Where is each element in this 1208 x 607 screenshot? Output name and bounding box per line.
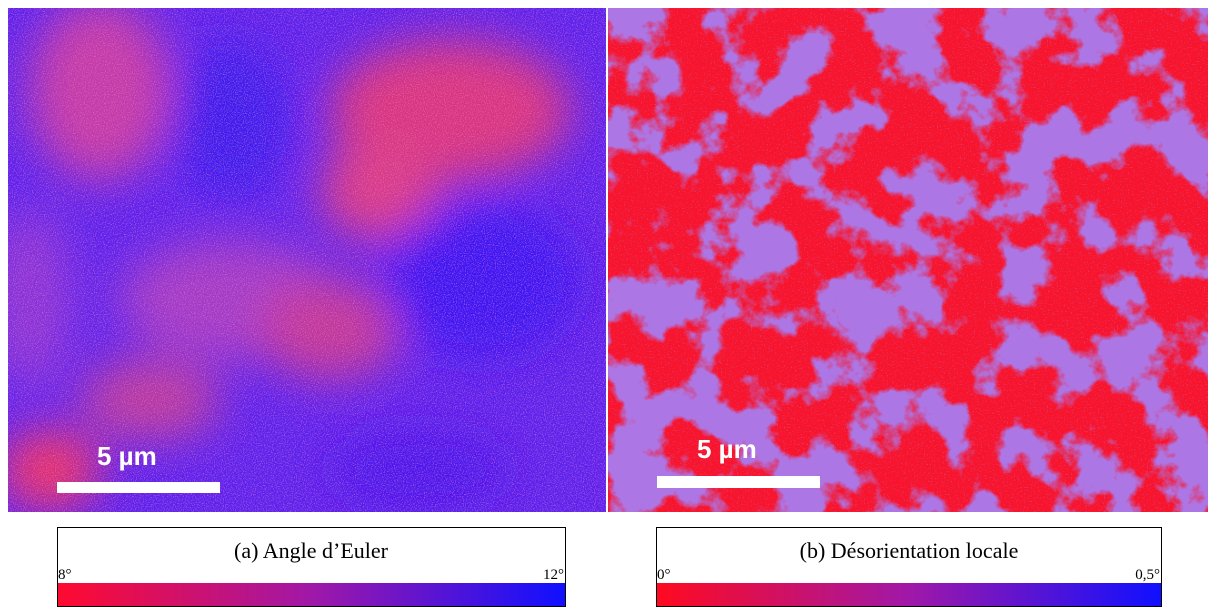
euler-map bbox=[8, 8, 606, 512]
misorientation-map bbox=[608, 8, 1208, 512]
colorbar-max: 0,5° bbox=[1135, 567, 1160, 583]
colorbar-gradient bbox=[657, 583, 1161, 606]
colorbar-title: (b) Désorientation locale bbox=[800, 538, 1019, 563]
scale-bar bbox=[657, 476, 820, 488]
colorbar-min: 8° bbox=[58, 567, 72, 583]
map-noise bbox=[608, 8, 1208, 512]
map-noise bbox=[8, 8, 606, 512]
scale-bar bbox=[57, 482, 220, 493]
colorbar-title: (a) Angle d’Euler bbox=[234, 538, 389, 563]
colorbar: (a) Angle d’Euler 8° 12° bbox=[57, 527, 566, 607]
colorbar-min: 0° bbox=[657, 567, 671, 583]
colorbar-gradient bbox=[58, 583, 565, 606]
scale-label: 5 µm bbox=[97, 441, 157, 471]
colorbar: (b) Désorientation locale 0° 0,5° bbox=[656, 527, 1162, 607]
scale-label: 5 µm bbox=[697, 434, 757, 464]
colorbar-max: 12° bbox=[543, 567, 564, 583]
